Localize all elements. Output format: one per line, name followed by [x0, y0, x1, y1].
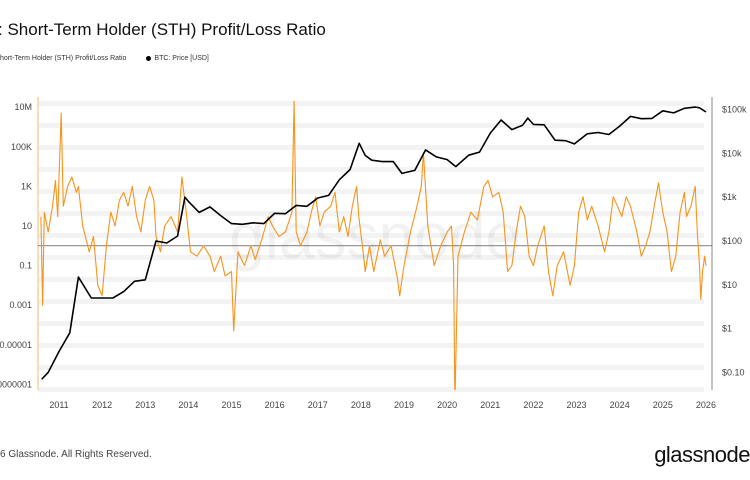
grid-band: [38, 387, 704, 392]
x-tick-label: 2021: [480, 400, 500, 410]
grid-band: [38, 123, 704, 128]
copyright: 6 Glassnode. All Rights Reserved.: [0, 449, 152, 460]
grid-band: [38, 233, 704, 238]
legend: hort-Term Holder (STH) Profit/Loss Ratio…: [0, 55, 209, 62]
chart-title: : Short-Term Holder (STH) Profit/Loss Ra…: [0, 20, 326, 39]
y-left-tick-label: 0.001: [9, 300, 32, 310]
x-tick-label: 2020: [437, 400, 457, 410]
x-tick-label: 2019: [394, 400, 414, 410]
y-left-tick-label: 0.1: [19, 261, 32, 271]
x-tick-label: 2014: [178, 400, 198, 410]
y-left-tick-label: 1K: [21, 181, 32, 191]
grid-band: [38, 167, 704, 172]
x-tick-label: 2017: [308, 400, 328, 410]
sth-ratio-line: [40, 100, 707, 390]
legend-item-sth-ratio[interactable]: hort-Term Holder (STH) Profit/Loss Ratio: [0, 55, 127, 62]
y-right-tick-label: $0.10: [722, 367, 745, 377]
grid-band: [38, 189, 704, 194]
x-tick-label: 2012: [92, 400, 112, 410]
grid-band: [38, 299, 704, 304]
grid-band: [38, 321, 704, 326]
grid-band: [38, 343, 704, 348]
grid-band: [38, 145, 704, 150]
y-right-tick-label: $1: [722, 324, 732, 334]
y-left-tick-label: 10M: [14, 102, 32, 112]
y-right-tick-label: $10k: [722, 148, 742, 158]
y-right-tick-label: $10: [722, 280, 737, 290]
x-tick-label: 2011: [49, 400, 68, 410]
x-tick-label: 2024: [610, 400, 630, 410]
y-right-tick-label: $100: [722, 236, 742, 246]
btc-price-line: [41, 106, 707, 380]
x-tick-label: 2015: [222, 400, 242, 410]
x-tick-label: 2023: [567, 400, 587, 410]
x-tick-label: 2026: [696, 400, 716, 410]
grid-band: [38, 211, 704, 216]
legend-dot-icon: [146, 55, 152, 61]
y-left-tick-label: 10: [22, 221, 32, 231]
x-tick-label: 2022: [523, 400, 543, 410]
glassnode-logo: glassnode: [654, 442, 750, 467]
x-tick-label: 2013: [135, 400, 155, 410]
grid-band: [38, 101, 704, 106]
x-tick-label: 2018: [351, 400, 371, 410]
y-right-tick-label: $100k: [722, 105, 747, 115]
y-left-tick-label: 100K: [11, 142, 32, 152]
grid-band: [38, 365, 704, 370]
y-right-tick-label: $1k: [722, 192, 737, 202]
y-left-tick-label: 0.0000001: [0, 379, 32, 389]
y-left-tick-label: 0.00001: [0, 340, 32, 350]
x-tick-label: 2025: [653, 400, 673, 410]
legend-item-btc-price[interactable]: BTC: Price [USD]: [146, 55, 209, 62]
x-tick-label: 2016: [265, 400, 285, 410]
grid-band: [38, 277, 704, 282]
watermark: glassnode: [229, 200, 521, 272]
